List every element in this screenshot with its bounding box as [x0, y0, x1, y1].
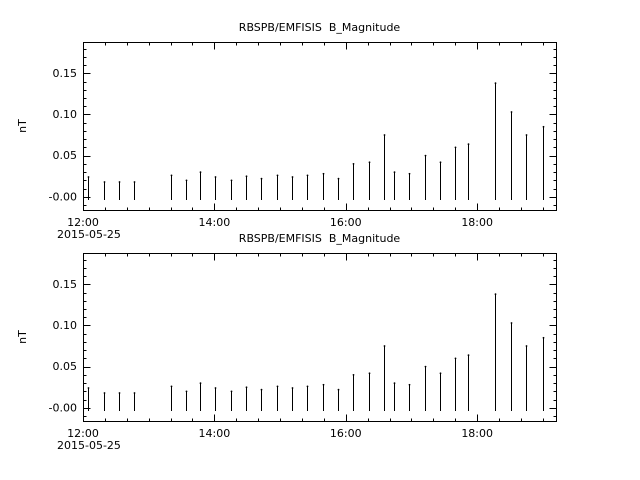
svg-text:16:00: 16:00	[330, 427, 362, 440]
chart-title: RBSPB/EMFISIS B_Magnitude	[238, 21, 401, 34]
svg-text:0.05: 0.05	[53, 360, 78, 373]
svg-text:12:00: 12:00	[67, 427, 99, 440]
svg-text:18:00: 18:00	[461, 216, 493, 229]
svg-text:12:00: 12:00	[67, 216, 99, 229]
chart-plot-area: 12:00 14:00 16:00 18:00 -0.00 0.05 0.10 0.15 201…	[16, 253, 557, 451]
svg-text:0.15: 0.15	[53, 278, 78, 291]
chart-plot-area: 12:00 14:00 16:00 18:00 -0.00 0.05 0.10 0.15 201…	[16, 42, 557, 240]
svg-text:nT: nT	[16, 330, 29, 344]
svg-text:nT: nT	[16, 119, 29, 133]
svg-text:-0.00: -0.00	[49, 401, 77, 414]
chart-panel-top: RBSPB/EMFISIS B_Magnitude 12:00 14:00 16:0…	[16, 21, 557, 240]
svg-text:0.10: 0.10	[53, 108, 78, 121]
svg-text:14:00: 14:00	[199, 427, 231, 440]
svg-text:0.15: 0.15	[53, 67, 78, 80]
svg-text:16:00: 16:00	[330, 216, 362, 229]
svg-text:18:00: 18:00	[461, 427, 493, 440]
svg-text:-0.00: -0.00	[49, 190, 77, 203]
svg-text:2015-05-25: 2015-05-25	[57, 439, 121, 451]
svg-text:0.10: 0.10	[53, 319, 78, 332]
chart-panel-bottom: RBSPB/EMFISIS B_Magnitude 12:00 14:00 16:0…	[0, 211, 640, 451]
svg-text:2015-05-25: 2015-05-25	[57, 228, 121, 240]
svg-text:14:00: 14:00	[199, 216, 231, 229]
svg-text:0.05: 0.05	[53, 149, 78, 162]
chart-title: RBSPB/EMFISIS B_Magnitude	[238, 232, 401, 245]
